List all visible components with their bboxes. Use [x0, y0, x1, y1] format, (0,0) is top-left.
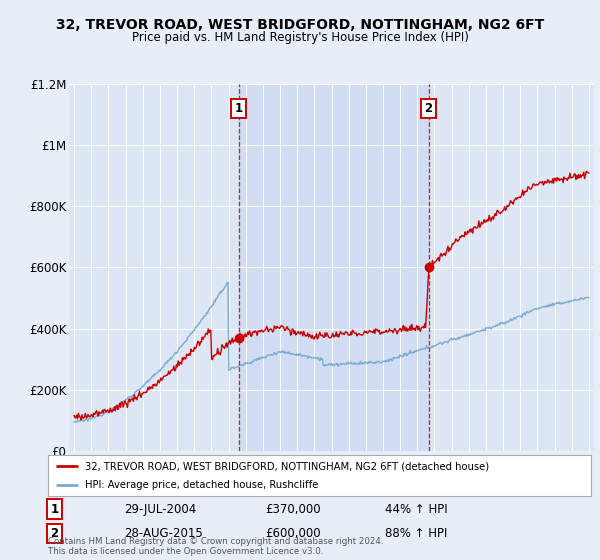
Text: Price paid vs. HM Land Registry's House Price Index (HPI): Price paid vs. HM Land Registry's House … [131, 31, 469, 44]
Text: HPI: Average price, detached house, Rushcliffe: HPI: Average price, detached house, Rush… [85, 480, 318, 489]
Text: 88% ↑ HPI: 88% ↑ HPI [385, 527, 447, 540]
Text: £370,000: £370,000 [265, 503, 321, 516]
Text: 32, TREVOR ROAD, WEST BRIDGFORD, NOTTINGHAM, NG2 6FT (detached house): 32, TREVOR ROAD, WEST BRIDGFORD, NOTTING… [85, 461, 489, 471]
Text: 32, TREVOR ROAD, WEST BRIDGFORD, NOTTINGHAM, NG2 6FT: 32, TREVOR ROAD, WEST BRIDGFORD, NOTTING… [56, 18, 544, 32]
Text: 1: 1 [50, 503, 59, 516]
Text: 1: 1 [235, 102, 242, 115]
Text: Contains HM Land Registry data © Crown copyright and database right 2024.
This d: Contains HM Land Registry data © Crown c… [48, 537, 383, 557]
Text: £600,000: £600,000 [265, 527, 321, 540]
Text: 28-AUG-2015: 28-AUG-2015 [124, 527, 203, 540]
Text: 29-JUL-2004: 29-JUL-2004 [124, 503, 196, 516]
Text: 2: 2 [425, 102, 433, 115]
Text: 2: 2 [50, 527, 59, 540]
Bar [239, 84, 428, 451]
Text: 44% ↑ HPI: 44% ↑ HPI [385, 503, 447, 516]
